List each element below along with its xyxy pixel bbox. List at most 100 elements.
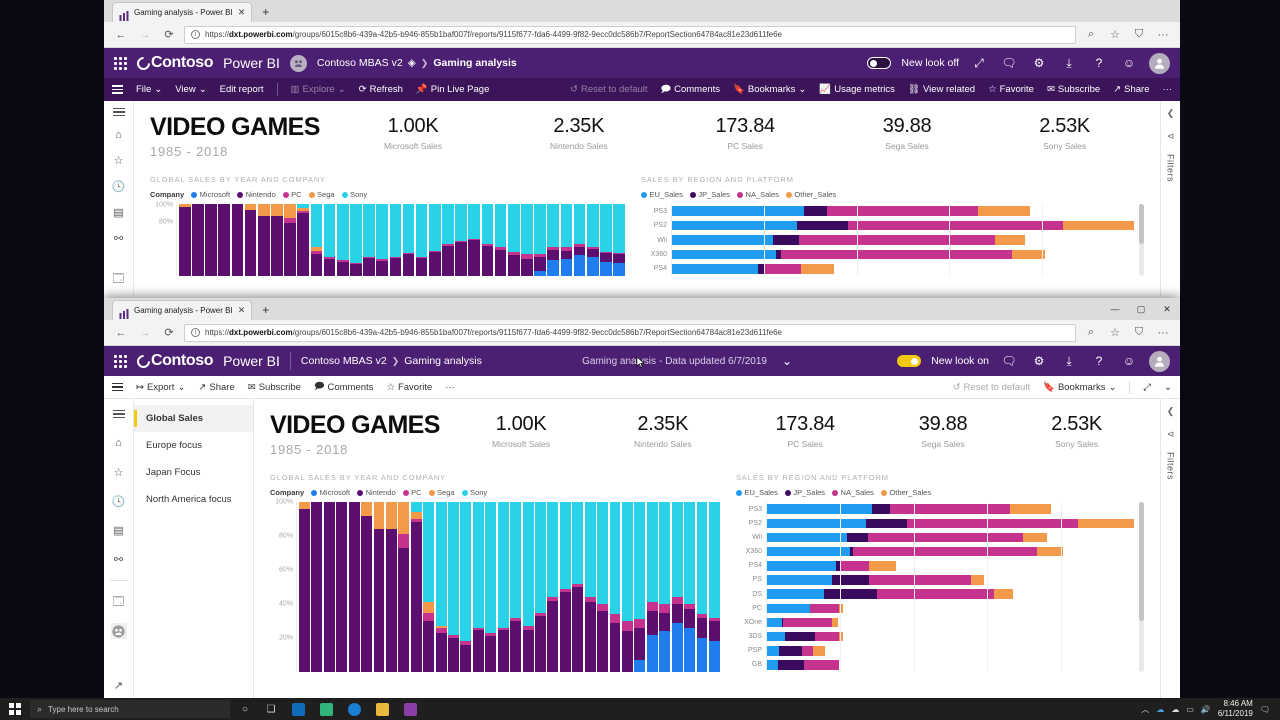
column-bar[interactable] xyxy=(323,204,336,276)
address-bar-bottom[interactable]: ← → ⟳ i https://dxt.powerbi.com/groups/6… xyxy=(104,320,1180,346)
zoom-icon[interactable]: ⌕ xyxy=(1087,326,1095,338)
bar-row[interactable] xyxy=(767,601,1134,615)
url-input[interactable]: i https://dxt.powerbi.com/groups/6015c8b… xyxy=(184,25,1076,44)
action-favorite[interactable]: ☆ Favorite xyxy=(386,382,432,393)
column-bar[interactable] xyxy=(385,502,397,672)
bar-row[interactable] xyxy=(672,262,1134,276)
bar-row[interactable] xyxy=(672,247,1134,261)
nav-hamburger-icon[interactable] xyxy=(112,382,123,392)
breadcrumb-workspace[interactable]: Contoso MBAS v2 xyxy=(300,355,387,367)
bar-row[interactable] xyxy=(767,502,1134,516)
taskbar-app-file-explorer[interactable] xyxy=(370,699,394,719)
favorite-star-icon[interactable]: ☆ xyxy=(1110,29,1120,41)
action-bookmarks[interactable]: 🔖 Bookmarks ⌄ xyxy=(1043,382,1116,393)
right-chart-legend-bottom[interactable]: EU_Sales JP_Sales NA_Sales Other_Sales xyxy=(736,488,1144,497)
action-bookmarks[interactable]: 🔖 Bookmarks ⌄ xyxy=(733,84,806,95)
kpi-card[interactable]: 39.88 Sega Sales xyxy=(883,115,932,151)
rail-favorites-icon[interactable]: ☆ xyxy=(113,155,124,168)
column-bar[interactable] xyxy=(646,502,658,672)
column-bar[interactable] xyxy=(415,204,428,276)
breadcrumb-report[interactable]: Gaming analysis xyxy=(433,57,517,69)
column-bar[interactable] xyxy=(297,204,310,276)
kpi-card[interactable]: 173.84 PC Sales xyxy=(715,115,775,151)
browser-tab-bottom[interactable]: Gaming analysis - Power BI ✕ xyxy=(112,300,253,320)
horizontal-bar-chart-bottom[interactable]: PS3 PS2 Wii X360 PS4 PS DS PC XOne 3DS PSP GB xyxy=(736,502,1144,672)
bar-row[interactable] xyxy=(672,218,1135,232)
report-canvas-top[interactable]: VIDEO GAMES 1985 - 2018 1.00K Microsoft S… xyxy=(134,101,1160,296)
profile-icon[interactable]: ⛉ xyxy=(1134,28,1144,40)
comment-icon[interactable]: 🗨 xyxy=(1001,56,1017,70)
rail-current-workspace-icon[interactable] xyxy=(110,623,127,639)
comment-icon[interactable]: 🗨 xyxy=(1001,354,1017,368)
bar-row[interactable] xyxy=(767,559,1134,573)
new-tab-button[interactable]: + xyxy=(262,5,270,19)
cortana-icon[interactable]: ○ xyxy=(241,703,249,715)
action-share[interactable]: ↗ Share xyxy=(1113,84,1149,95)
bar-row[interactable] xyxy=(767,516,1134,530)
more-settings-icon[interactable]: ··· xyxy=(1157,326,1169,339)
window-controls[interactable]: — ▢ ✕ xyxy=(1102,298,1180,320)
column-bar[interactable] xyxy=(597,502,609,672)
right-chart-pane-top[interactable]: SALES BY REGION AND PLATFORM EU_Sales JP_… xyxy=(641,175,1144,276)
rail-hamburger-icon[interactable] xyxy=(111,406,127,422)
legend-item[interactable]: EU_Sales xyxy=(736,488,778,497)
kpi-card[interactable]: 173.84 PC Sales xyxy=(775,413,835,449)
column-bar[interactable] xyxy=(609,502,621,672)
column-bar[interactable] xyxy=(336,204,349,276)
report-title-status[interactable]: Gaming analysis - Data updated 6/7/2019 xyxy=(582,355,767,367)
action-subscribe[interactable]: ✉ Subscribe xyxy=(1047,84,1100,95)
rail-hamburger-icon[interactable] xyxy=(111,108,127,117)
url-input[interactable]: i https://dxt.powerbi.com/groups/6015c8b… xyxy=(184,323,1076,342)
chevron-down-icon[interactable]: ⌄ xyxy=(781,354,792,368)
column-bar[interactable] xyxy=(299,502,310,672)
page-navigation-pane[interactable]: Global Sales Europe focus Japan Focus North… xyxy=(134,399,254,701)
action-center-icon[interactable]: 🗨 xyxy=(1259,704,1270,714)
legend-item[interactable]: JP_Sales xyxy=(784,488,825,497)
bar-row[interactable] xyxy=(767,545,1134,559)
new-look-toggle[interactable] xyxy=(867,57,892,69)
column-bar[interactable] xyxy=(560,204,573,276)
column-bar[interactable] xyxy=(448,502,459,672)
browser-window-background[interactable]: Gaming analysis - Power BI ✕ + ← → ⟳ i h… xyxy=(104,0,1180,314)
column-bar[interactable] xyxy=(455,204,467,276)
legend-item[interactable]: Sony xyxy=(341,190,367,199)
column-bar[interactable] xyxy=(423,502,435,672)
bar-row[interactable] xyxy=(672,204,1134,218)
action-favorite[interactable]: ☆ Favorite xyxy=(988,84,1034,95)
column-bar[interactable] xyxy=(348,502,360,672)
column-bar[interactable] xyxy=(621,502,633,672)
bar-row[interactable] xyxy=(767,615,1134,629)
favorite-star-icon[interactable]: ☆ xyxy=(1110,327,1120,339)
column-bar[interactable] xyxy=(336,502,348,672)
bar-row[interactable] xyxy=(767,530,1134,544)
nav-hamburger-icon[interactable] xyxy=(112,85,123,94)
column-bar[interactable] xyxy=(497,502,509,672)
rail-recent-icon[interactable]: 🕓 xyxy=(111,181,126,194)
column-bar[interactable] xyxy=(460,502,472,672)
breadcrumb-report[interactable]: Gaming analysis xyxy=(404,355,482,367)
taskbar-app-onenote[interactable] xyxy=(398,699,422,719)
network-icon[interactable]: ▭ xyxy=(1186,704,1194,714)
browser-window-foreground[interactable]: Gaming analysis - Power BI ✕ + — ▢ ✕ ← →… xyxy=(104,298,1180,701)
report-action-bar-top[interactable]: File ⌄ View ⌄ Edit report ▥ Explore ⌄ ⟳ Refre… xyxy=(104,78,1180,101)
column-bar[interactable] xyxy=(271,204,283,276)
kpi-card[interactable]: 1.00K Microsoft Sales xyxy=(492,413,550,449)
more-settings-icon[interactable]: ··· xyxy=(1157,28,1169,41)
breadcrumb-workspace[interactable]: Contoso MBAS v2 xyxy=(316,57,403,69)
page-tab-1[interactable]: Europe focus xyxy=(146,440,202,451)
legend-item[interactable]: NA_Sales xyxy=(737,190,779,199)
rail-favorites-icon[interactable]: ☆ xyxy=(113,466,124,479)
volume-icon[interactable]: 🔊 xyxy=(1200,704,1211,714)
column-bar[interactable] xyxy=(192,204,204,276)
column-bar[interactable] xyxy=(481,204,494,276)
legend-item[interactable]: NA_Sales xyxy=(832,488,874,497)
rail-apps-icon[interactable]: ▤ xyxy=(113,207,124,220)
tab-close-icon[interactable]: ✕ xyxy=(237,305,246,315)
filter-funnel-icon[interactable]: ⊲ xyxy=(1166,131,1175,141)
action-comments[interactable]: 🗩 Comments xyxy=(314,379,373,395)
report-canvas-bottom[interactable]: VIDEO GAMES 1985 - 2018 1.00K Microsoft S… xyxy=(254,399,1160,701)
column-bar[interactable] xyxy=(402,204,415,276)
profile-icon[interactable]: ⛉ xyxy=(1134,326,1144,338)
help-icon[interactable]: ? xyxy=(1095,354,1103,368)
legend-item[interactable]: Sony xyxy=(461,488,487,497)
